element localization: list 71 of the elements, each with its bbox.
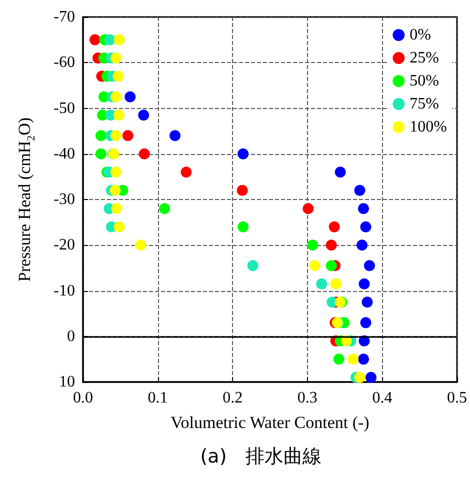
point (95, 130, 106, 142)
point (238, 148, 249, 160)
point (104, 34, 116, 46)
x-tick-label: 0.1 (148, 390, 168, 406)
point (238, 221, 249, 232)
y-tick-label: 10 (59, 374, 75, 390)
point (358, 278, 370, 290)
text: (a) 排水曲線 (200, 446, 322, 468)
y-tick-label: -70 (54, 8, 75, 26)
point (95, 148, 106, 160)
point (236, 184, 248, 196)
point (328, 221, 340, 232)
point (356, 240, 368, 251)
point (110, 130, 122, 142)
point (110, 166, 122, 178)
point (316, 278, 328, 290)
point (354, 184, 366, 196)
point (114, 221, 125, 232)
y-tick-label: 0 (67, 328, 75, 345)
legend-label: 25% (410, 50, 439, 66)
x-tick-label: 0.5 (447, 390, 467, 406)
y-tick-label: -40 (54, 145, 75, 162)
point (302, 203, 314, 214)
y-tick-label: -60 (54, 54, 75, 72)
point (330, 278, 342, 290)
legend-label: 50% (410, 72, 439, 90)
point (170, 130, 181, 142)
x-tick-label: 0.2 (222, 390, 243, 406)
point (309, 260, 320, 272)
x-tick-label: 0.3 (297, 390, 318, 406)
point (89, 34, 100, 46)
x-axis-title: Volumetric Water Content (-) (170, 413, 370, 432)
point (326, 240, 337, 251)
point (138, 110, 150, 121)
point (333, 354, 344, 365)
point (138, 148, 150, 160)
legend-label: 100% (410, 118, 447, 136)
point (110, 52, 122, 64)
point (360, 317, 372, 328)
y-tick-label: -30 (54, 191, 75, 208)
point (111, 203, 122, 214)
y-axis-title: Pressure Head (cmH2O) (15, 117, 38, 282)
point (360, 221, 372, 232)
point (124, 91, 136, 102)
point (334, 166, 346, 178)
y-tick-label: -50 (54, 100, 75, 117)
x-tick-label: 0.0 (73, 390, 93, 406)
point (114, 34, 125, 46)
point (110, 91, 122, 102)
point (348, 354, 359, 365)
point (358, 203, 369, 214)
point (110, 184, 121, 196)
point (362, 296, 373, 308)
y-tick-label: -20 (54, 236, 75, 254)
point (180, 166, 192, 178)
point (358, 354, 369, 365)
point (247, 260, 258, 272)
y-tick-label: -10 (54, 282, 75, 300)
point (122, 130, 134, 142)
point (307, 240, 318, 251)
point (112, 70, 124, 82)
point (326, 260, 337, 272)
point (365, 372, 376, 383)
legend-label: 0% (410, 26, 431, 44)
point (135, 240, 146, 251)
legend-label: 75% (410, 96, 439, 112)
x-tick-label: 0.4 (372, 390, 392, 406)
point (159, 203, 170, 214)
point (113, 110, 124, 121)
point (354, 372, 366, 383)
point (364, 260, 375, 272)
